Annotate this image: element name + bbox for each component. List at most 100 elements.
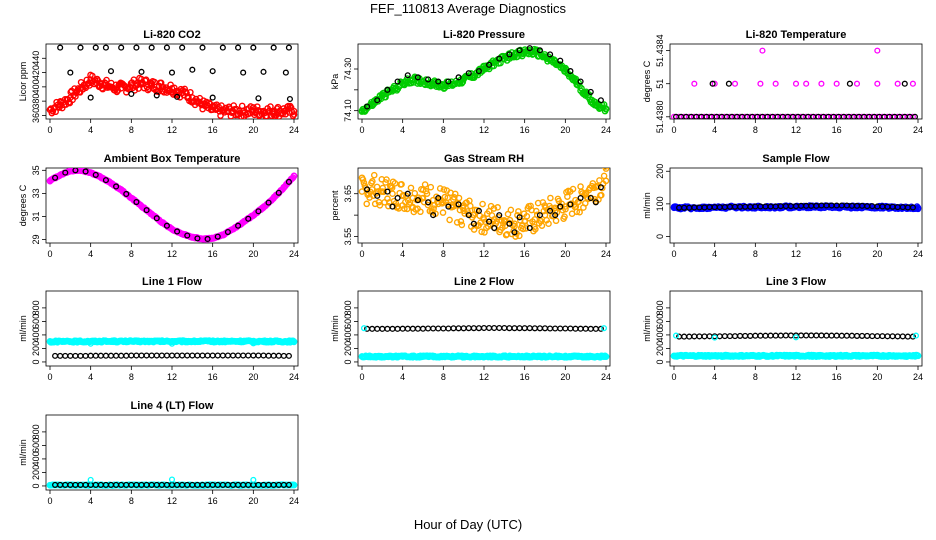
data-point: [772, 352, 779, 360]
x-tick-label: 24: [601, 372, 611, 382]
data-point: [275, 189, 282, 196]
data-point: [833, 332, 840, 339]
x-tick-label: 0: [47, 249, 52, 259]
data-point: [267, 103, 274, 110]
data-point: [199, 44, 206, 51]
data-point: [229, 107, 237, 115]
data-point: [470, 220, 477, 227]
data-point: [423, 190, 431, 197]
y-tick-label: 400: [655, 327, 665, 342]
data-point: [143, 207, 150, 214]
y-tick-label: 600: [31, 438, 41, 453]
data-point: [691, 333, 698, 340]
data-point: [285, 178, 292, 185]
data-point: [515, 208, 522, 215]
x-tick-label: 8: [753, 125, 758, 135]
x-tick-label: 4: [712, 125, 717, 135]
data-point: [260, 107, 267, 115]
y-tick-label: 400: [31, 327, 41, 342]
data-point: [562, 353, 569, 360]
data-point: [128, 90, 135, 98]
plot-points: [46, 337, 298, 359]
data-point: [551, 59, 559, 67]
data-point: [148, 44, 155, 51]
data-point: [368, 101, 376, 108]
data-point: [229, 225, 237, 233]
data-point: [87, 94, 94, 101]
data-point: [577, 325, 584, 332]
data-point: [224, 352, 231, 359]
x-tick-label: 16: [208, 125, 218, 135]
data-point: [250, 104, 257, 111]
x-tick-label: 4: [88, 372, 93, 382]
data-point: [370, 171, 378, 179]
data-point: [153, 92, 160, 99]
data-point: [87, 338, 94, 345]
data-point: [184, 352, 191, 359]
data-point: [582, 353, 589, 360]
data-point: [435, 325, 442, 332]
data-point: [414, 325, 421, 332]
data-point: [818, 80, 825, 87]
data-point: [681, 333, 688, 340]
panel-title: Ambient Box Temperature: [104, 153, 241, 165]
x-tick-label: 0: [359, 372, 364, 382]
data-point: [103, 76, 110, 84]
y-tick-label: 800: [343, 300, 353, 315]
data-point: [901, 80, 908, 87]
data-point: [721, 333, 728, 340]
data-point: [425, 325, 432, 332]
data-point: [379, 325, 386, 332]
data-point: [494, 204, 501, 211]
data-point: [581, 199, 589, 207]
series-red: [46, 71, 298, 119]
data-point: [475, 207, 482, 214]
data-point: [168, 69, 176, 76]
data-point: [597, 97, 604, 104]
data-point: [118, 44, 125, 51]
y-tick-label: 0: [655, 359, 665, 364]
data-point: [480, 324, 488, 332]
plot-frame: [45, 414, 299, 491]
data-point: [107, 179, 115, 187]
data-point: [117, 84, 125, 92]
y-tick-label: 600: [31, 314, 41, 329]
data-point: [56, 104, 63, 111]
x-tick-label: 24: [913, 372, 923, 382]
data-point: [792, 352, 800, 360]
x-tick-label: 24: [289, 125, 299, 135]
panel-title: Sample Flow: [762, 153, 830, 165]
data-point: [52, 174, 59, 181]
panel-line4: Line 4 (LT) Flow 0 4 8 12 16 20 24 0 200400600800…: [18, 400, 299, 506]
data-point: [552, 325, 559, 332]
data-point: [597, 325, 604, 332]
x-tick-label: 24: [601, 249, 611, 259]
data-point: [541, 325, 549, 332]
data-point: [275, 352, 282, 359]
data-point: [772, 80, 779, 87]
data-point: [914, 352, 922, 360]
data-point: [706, 333, 713, 340]
data-point: [521, 353, 528, 360]
data-point: [384, 188, 391, 195]
data-point: [465, 70, 472, 77]
data-point: [394, 78, 401, 85]
y-axis-label: ml/min: [18, 315, 28, 342]
x-tick-label: 24: [289, 372, 299, 382]
data-point: [874, 333, 881, 340]
x-tick-label: 20: [560, 125, 570, 135]
data-point: [435, 194, 442, 202]
data-point: [282, 69, 289, 76]
data-point: [158, 352, 165, 359]
data-point: [440, 325, 447, 332]
x-tick-label: 12: [167, 125, 177, 135]
data-point: [429, 196, 437, 204]
x-tick-label: 8: [129, 496, 134, 506]
data-point: [455, 201, 462, 208]
data-point: [128, 338, 135, 345]
data-point: [82, 168, 89, 175]
y-axis-label: kPa: [330, 74, 340, 90]
data-point: [511, 325, 518, 332]
data-point: [407, 184, 415, 192]
plot-points: [358, 324, 610, 361]
